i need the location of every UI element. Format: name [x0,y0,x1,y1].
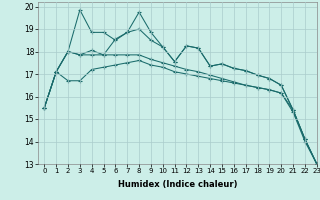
X-axis label: Humidex (Indice chaleur): Humidex (Indice chaleur) [118,180,237,189]
